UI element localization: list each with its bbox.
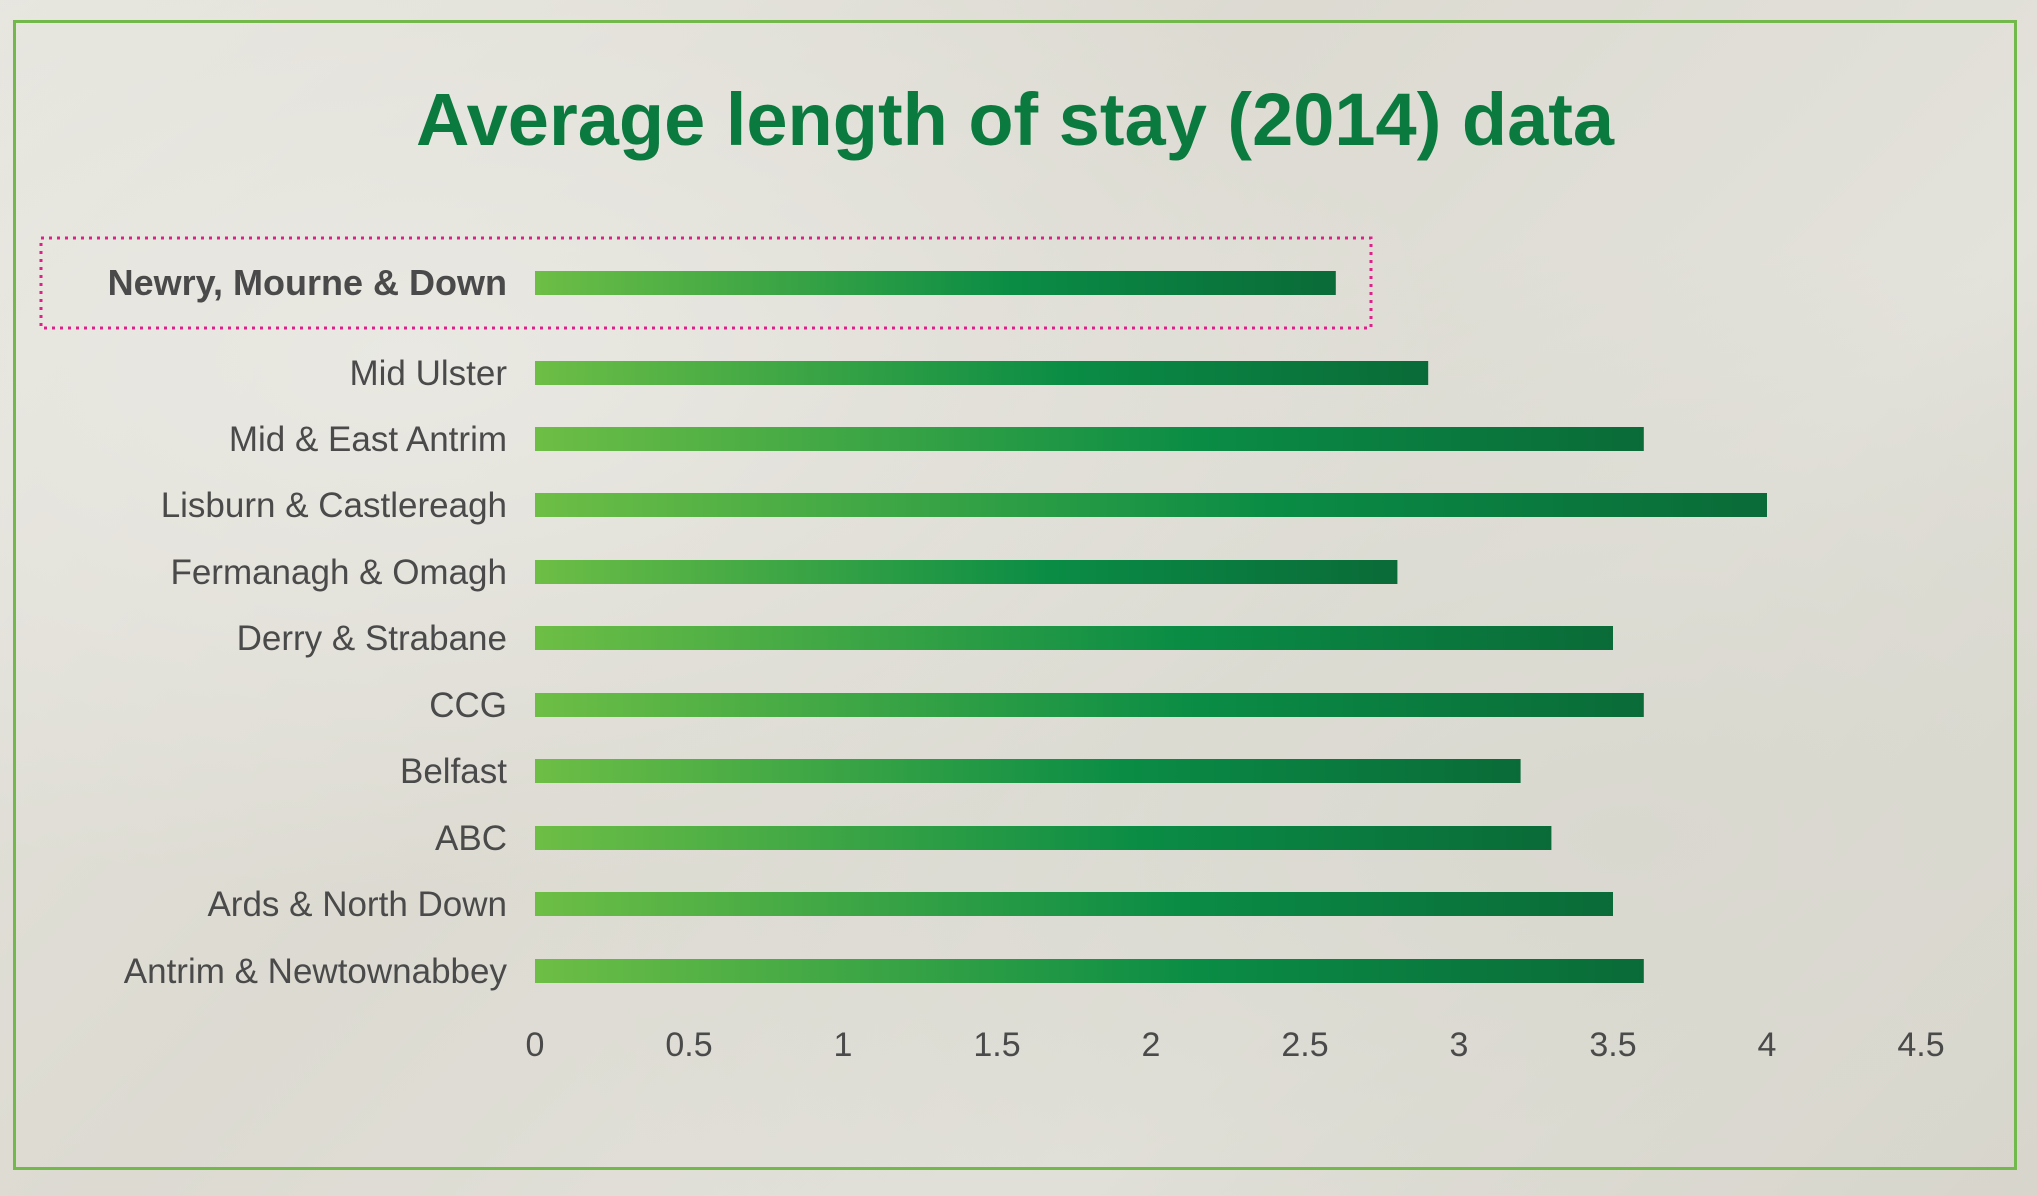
category-label: Lisburn & Castlereagh	[161, 486, 507, 525]
bar	[535, 560, 1398, 584]
category-label: Mid Ulster	[349, 354, 507, 393]
bar	[535, 427, 1644, 451]
bar	[535, 826, 1552, 850]
category-label: Antrim & Newtownabbey	[124, 952, 508, 991]
category-label: Belfast	[400, 752, 507, 791]
bar	[535, 626, 1613, 650]
x-tick-label: 1.5	[973, 1026, 1020, 1064]
bar	[535, 361, 1429, 385]
category-label: CCG	[429, 686, 507, 725]
chart-frame	[13, 20, 2017, 1170]
category-label: ABC	[435, 819, 507, 858]
x-tick-label: 3.5	[1589, 1026, 1636, 1064]
bar	[535, 493, 1767, 517]
category-label: Newry, Mourne & Down	[108, 262, 507, 303]
category-label: Fermanagh & Omagh	[170, 553, 507, 592]
x-tick-label: 0	[526, 1026, 545, 1064]
category-label: Ards & North Down	[207, 885, 507, 924]
x-tick-label: 2	[1142, 1026, 1161, 1064]
category-label: Mid & East Antrim	[229, 420, 507, 459]
bar	[535, 759, 1521, 783]
bar	[535, 892, 1613, 916]
bar	[535, 959, 1644, 983]
bar	[535, 693, 1644, 717]
bar	[535, 271, 1336, 295]
highlight-box	[39, 236, 1373, 330]
x-tick-label: 4	[1758, 1026, 1777, 1064]
x-tick-label: 0.5	[665, 1026, 712, 1064]
chart-title: Average length of stay (2014) data	[416, 78, 1615, 161]
x-tick-label: 4.5	[1897, 1026, 1944, 1064]
x-tick-label: 2.5	[1281, 1026, 1328, 1064]
x-tick-label: 1	[834, 1026, 853, 1064]
x-tick-label: 3	[1450, 1026, 1469, 1064]
category-label: Derry & Strabane	[237, 619, 507, 658]
